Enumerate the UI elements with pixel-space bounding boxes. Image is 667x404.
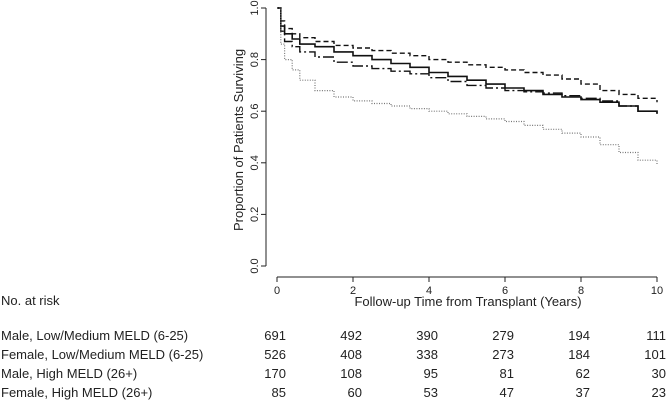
risk-cell: 184 bbox=[568, 347, 590, 362]
risk-cell: 95 bbox=[424, 366, 438, 381]
x-tick-label: 4 bbox=[426, 285, 432, 297]
y-tick-label: 0.0 bbox=[249, 258, 261, 273]
risk-table-title: No. at risk bbox=[1, 293, 60, 308]
y-tick-label: 0.6 bbox=[249, 104, 261, 119]
risk-cell: 23 bbox=[652, 385, 666, 400]
x-tick-label: 6 bbox=[502, 285, 508, 297]
risk-cell: 60 bbox=[348, 385, 362, 400]
risk-table: No. at risk Male, Low/Medium MELD (6-25) 6… bbox=[1, 293, 666, 400]
y-axis-title: Proportion of Patients Surviving bbox=[231, 49, 246, 231]
x-tick-label: 0 bbox=[274, 285, 280, 297]
risk-cell: 85 bbox=[272, 385, 286, 400]
risk-cell: 111 bbox=[646, 328, 666, 343]
risk-cell: 273 bbox=[492, 347, 514, 362]
y-tick-label: 0.4 bbox=[249, 155, 261, 170]
risk-row-label: Male, Low/Medium MELD (6-25) bbox=[1, 328, 188, 343]
series-line-2 bbox=[277, 7, 658, 103]
risk-cell: 101 bbox=[644, 347, 666, 362]
y-tick-label: 0.8 bbox=[249, 52, 261, 67]
x-tick-label: 2 bbox=[350, 285, 356, 297]
plot-area bbox=[277, 7, 658, 166]
risk-cell: 53 bbox=[424, 385, 438, 400]
risk-cell: 408 bbox=[340, 347, 362, 362]
risk-cell: 108 bbox=[340, 366, 362, 381]
risk-cell: 37 bbox=[576, 385, 590, 400]
risk-cell: 62 bbox=[576, 366, 590, 381]
y-axis: 0.0 0.2 0.4 0.6 0.8 1.0 bbox=[249, 0, 267, 274]
y-tick-label: 0.2 bbox=[249, 207, 261, 222]
x-axis: 0 2 4 6 8 10 bbox=[274, 276, 663, 297]
x-tick-label: 8 bbox=[578, 285, 584, 297]
risk-cell: 526 bbox=[264, 347, 286, 362]
risk-cell: 492 bbox=[340, 328, 362, 343]
risk-cell: 194 bbox=[568, 328, 590, 343]
risk-cell: 279 bbox=[492, 328, 514, 343]
risk-cell: 390 bbox=[416, 328, 438, 343]
y-tick-label: 1.0 bbox=[249, 0, 261, 15]
risk-row-label: Female, High MELD (26+) bbox=[1, 385, 152, 400]
risk-cell: 47 bbox=[500, 385, 514, 400]
x-axis-title: Follow-up Time from Transplant (Years) bbox=[354, 294, 581, 309]
risk-cell: 30 bbox=[652, 366, 666, 381]
risk-row-label: Female, Low/Medium MELD (6-25) bbox=[1, 347, 203, 362]
risk-cell: 338 bbox=[416, 347, 438, 362]
risk-cell: 81 bbox=[500, 366, 514, 381]
risk-row-label: Male, High MELD (26+) bbox=[1, 366, 137, 381]
series-line-1 bbox=[277, 7, 658, 114]
series-line-3 bbox=[277, 7, 658, 114]
risk-cell: 170 bbox=[264, 366, 286, 381]
risk-cell: 691 bbox=[264, 328, 286, 343]
x-tick-label: 10 bbox=[651, 285, 663, 297]
